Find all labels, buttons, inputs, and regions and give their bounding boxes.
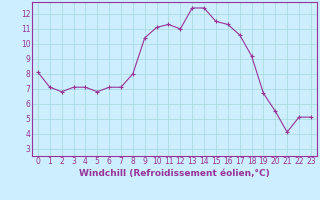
X-axis label: Windchill (Refroidissement éolien,°C): Windchill (Refroidissement éolien,°C): [79, 169, 270, 178]
